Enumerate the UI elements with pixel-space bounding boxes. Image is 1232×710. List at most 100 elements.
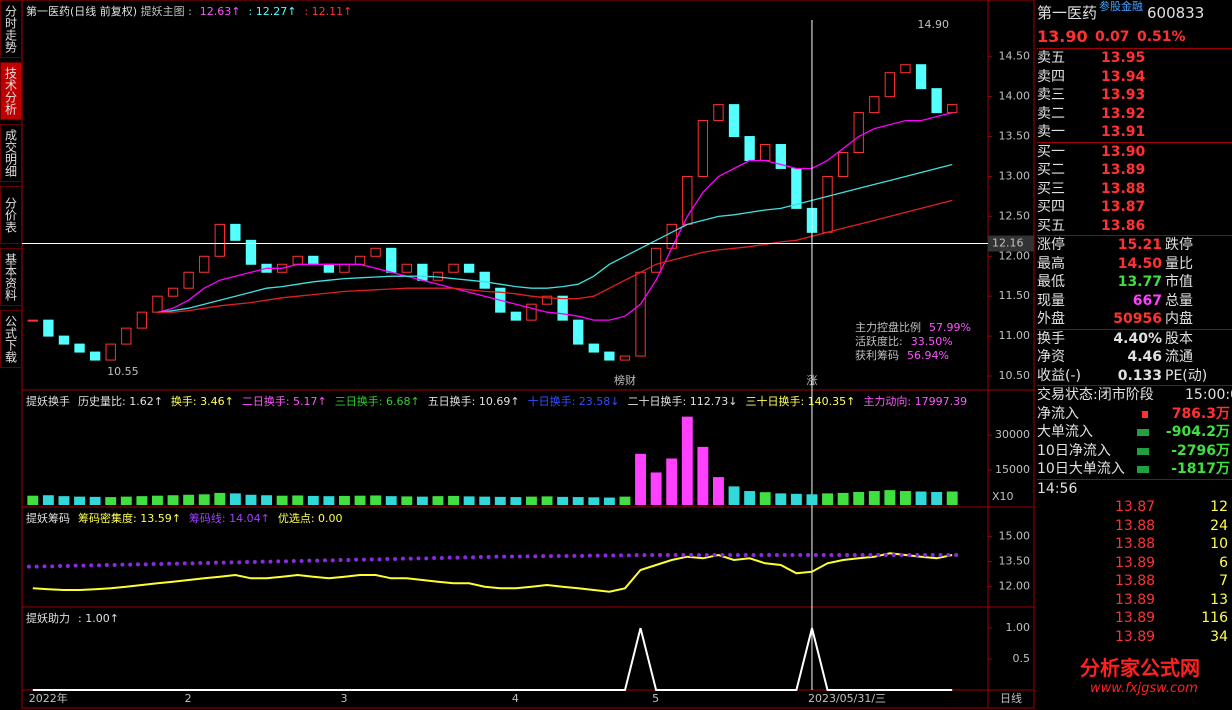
turnover-bar — [557, 496, 569, 505]
tick-volume: 34 — [1210, 628, 1228, 645]
tick-row: 13.89 116 — [1037, 609, 1232, 628]
dot — [463, 555, 468, 560]
dot — [284, 559, 289, 564]
order-row: 卖一 13.91 — [1037, 123, 1232, 142]
candle — [775, 144, 786, 169]
turnover-bar — [790, 493, 802, 505]
dot — [907, 553, 912, 557]
turnover-bar — [74, 496, 85, 505]
candle — [915, 64, 927, 90]
y-tick-label: 15000 — [995, 463, 1030, 476]
candle — [604, 351, 615, 361]
candle — [713, 104, 724, 122]
dot — [50, 564, 55, 569]
turnover-bar — [58, 496, 70, 505]
stat-value: 0.133 — [1117, 367, 1162, 384]
dot — [260, 559, 265, 564]
dot — [159, 562, 164, 566]
sidebar-tab[interactable]: 成交明细 — [0, 124, 22, 182]
dot — [946, 553, 951, 557]
stat-row: 最高 14.50 量比 — [1037, 255, 1232, 274]
stat-row: 现量 667 总量 — [1037, 292, 1232, 311]
order-price: 13.91 — [1101, 124, 1146, 140]
sidebar-tab[interactable]: 分时走势 — [0, 0, 22, 58]
note-value: 56.94% — [907, 349, 949, 362]
dot — [603, 553, 608, 558]
candle — [121, 327, 132, 345]
turnover-bar — [339, 495, 350, 505]
sidebar-tab[interactable]: 基本资料 — [0, 248, 22, 306]
turnover-bar — [822, 493, 833, 505]
turnover-bar — [183, 494, 195, 505]
turnover-bar — [448, 495, 459, 505]
dot — [790, 553, 795, 557]
stat-value: 667 — [1132, 292, 1162, 309]
turnover-bar — [868, 491, 880, 505]
sidebar-tab[interactable]: 分价表 — [0, 186, 22, 244]
indicator-header: 提妖助力: 1.00↑ — [26, 611, 119, 625]
candle — [308, 255, 319, 265]
dot — [728, 553, 733, 557]
dot — [42, 564, 47, 569]
stat-label: 收益(-) — [1037, 367, 1081, 384]
dot — [361, 557, 366, 562]
dot — [455, 555, 460, 560]
dot — [439, 556, 444, 560]
candle — [869, 96, 880, 114]
tick-price: 13.89 — [1115, 554, 1156, 571]
dot — [502, 554, 507, 559]
turnover-bar — [323, 496, 335, 505]
dot — [486, 555, 491, 559]
turnover-bar — [167, 495, 179, 505]
tick-price: 13.89 — [1115, 591, 1156, 608]
indicator-header: 第一医药(日线 前复权) 提妖主图 : 12.63↑: 12.27↑: 12.11… — [26, 4, 352, 18]
candle — [697, 120, 709, 177]
flow-value: -904.2万 — [1165, 424, 1230, 440]
stat-label: 现量 — [1037, 292, 1065, 309]
dot — [759, 553, 764, 557]
candle — [573, 319, 584, 345]
dot — [291, 559, 296, 563]
dot — [330, 558, 335, 563]
sidebar-tab[interactable]: 公式下载 — [0, 310, 22, 368]
flow-row: 大单流入 -904.2万 — [1037, 423, 1232, 442]
tick-time: 14:56 — [1037, 480, 1078, 497]
turnover-bar — [276, 495, 288, 505]
chart-title: 第一医药(日线 前复权) — [26, 4, 141, 18]
candle — [417, 263, 428, 281]
candle — [728, 104, 740, 138]
turnover-bar — [588, 497, 600, 505]
flow-value: 786.3万 — [1171, 405, 1230, 422]
stat-row: 最低 13.77 市值 — [1037, 273, 1232, 292]
dot — [315, 558, 320, 563]
dot — [883, 553, 888, 557]
stat-row: 换手 4.40% 股本 — [1037, 328, 1232, 349]
stat-label-2: PE(动) — [1165, 367, 1208, 384]
dot — [580, 553, 585, 558]
indicator-header: 提妖筹码 筹码密集度: 13.59↑ 筹码线: 14.04↑ 优选点: 0.00 — [26, 511, 343, 525]
period-label: 日线 — [1000, 691, 1022, 705]
turnover-bar — [479, 496, 491, 505]
turnover-bar — [572, 497, 584, 505]
tick-row: 13.89 6 — [1037, 554, 1232, 573]
legend-item: 筹码密集度: 13.59↑ — [78, 511, 181, 525]
dot — [595, 553, 600, 558]
candle — [354, 255, 366, 265]
turnover-bar — [666, 458, 678, 505]
tick-header: 14:56 — [1037, 478, 1232, 499]
candle — [370, 247, 381, 257]
turnover-bar — [198, 494, 210, 505]
indicator-line — [32, 552, 953, 593]
y-tick-label: 15.00 — [999, 530, 1031, 543]
tick-volume: 6 — [1219, 554, 1228, 571]
stat-label-2: 总量 — [1165, 292, 1193, 309]
turnover-bar — [416, 496, 428, 505]
turnover-bar — [884, 490, 896, 505]
order-price: 13.93 — [1101, 87, 1146, 103]
dot — [237, 560, 242, 565]
candle — [245, 239, 257, 265]
legend-item: : 12.11↑ — [304, 5, 352, 18]
turnover-bar — [307, 495, 319, 505]
sidebar-tab[interactable]: 技术分析 — [0, 62, 22, 120]
stat-label: 最低 — [1037, 274, 1065, 290]
